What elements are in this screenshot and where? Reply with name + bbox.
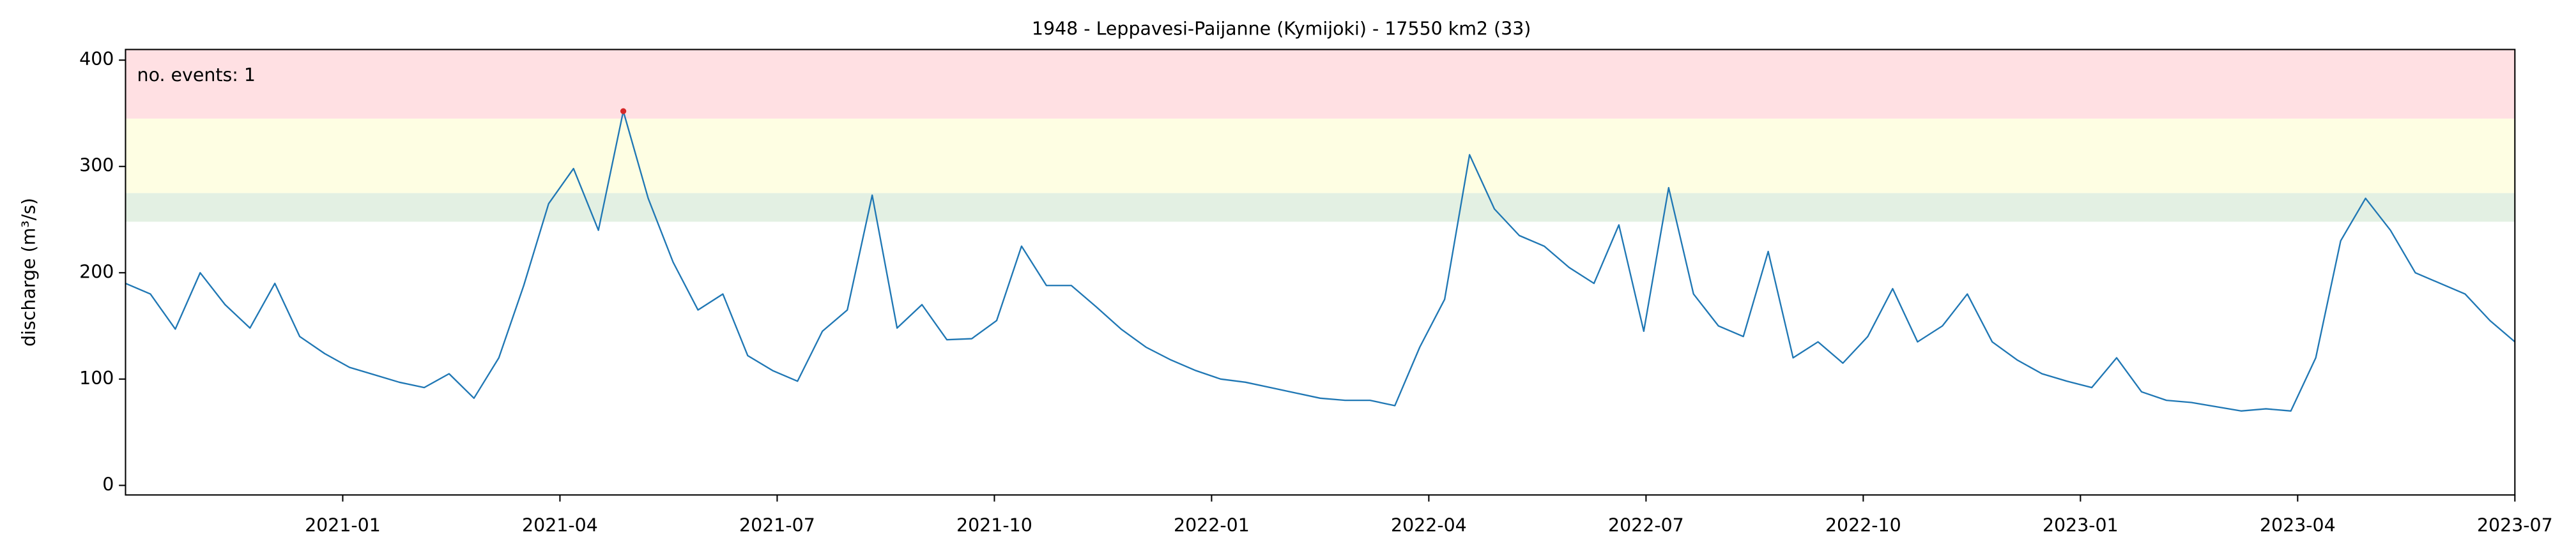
chart-title: 1948 - Leppavesi-Paijanne (Kymijoki) - 1… [1032,19,1531,40]
x-tick-label: 2022-07 [1608,515,1684,536]
x-tick-label: 2023-04 [2260,515,2336,536]
y-tick-label: 0 [102,474,114,495]
threshold-band [125,49,2515,119]
x-tick-label: 2022-01 [1174,515,1250,536]
y-tick-label: 300 [79,155,114,176]
y-tick-label: 200 [79,261,114,282]
x-tick-label: 2023-07 [2477,515,2553,536]
x-tick-label: 2022-04 [1391,515,1467,536]
y-tick-label: 100 [79,368,114,389]
threshold-band [125,193,2515,222]
y-tick-label: 400 [79,49,114,70]
y-axis-label: discharge (m³/s) [19,198,40,347]
event-count: no. events: 1 [137,64,256,86]
x-tick-label: 2022-10 [1825,515,1901,536]
x-tick-label: 2021-07 [739,515,815,536]
x-tick-label: 2023-01 [2043,515,2119,536]
x-tick-label: 2021-10 [956,515,1032,536]
x-tick-label: 2021-04 [522,515,598,536]
threshold-band [125,118,2515,193]
event-marker [620,108,627,114]
discharge-line [125,110,2516,412]
x-tick-label: 2021-01 [305,515,381,536]
